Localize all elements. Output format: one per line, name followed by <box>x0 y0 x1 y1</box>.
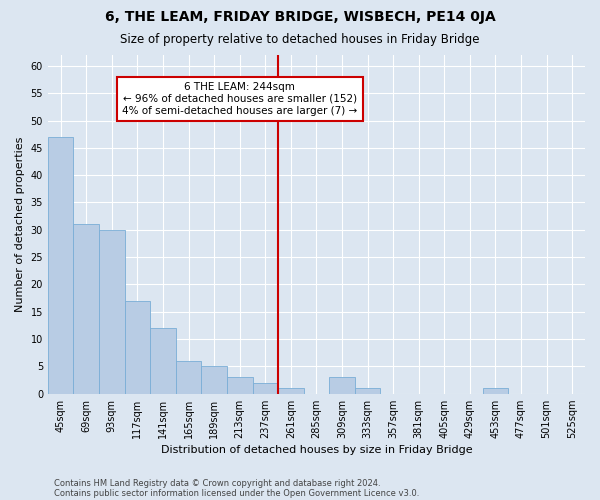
Text: Contains public sector information licensed under the Open Government Licence v3: Contains public sector information licen… <box>54 488 419 498</box>
Bar <box>73 224 99 394</box>
Bar <box>227 378 253 394</box>
Text: 6 THE LEAM: 244sqm
← 96% of detached houses are smaller (152)
4% of semi-detache: 6 THE LEAM: 244sqm ← 96% of detached hou… <box>122 82 358 116</box>
Text: Contains HM Land Registry data © Crown copyright and database right 2024.: Contains HM Land Registry data © Crown c… <box>54 478 380 488</box>
Bar <box>329 378 355 394</box>
Bar <box>125 301 150 394</box>
Y-axis label: Number of detached properties: Number of detached properties <box>15 136 25 312</box>
X-axis label: Distribution of detached houses by size in Friday Bridge: Distribution of detached houses by size … <box>161 445 472 455</box>
Bar <box>253 383 278 394</box>
Text: 6, THE LEAM, FRIDAY BRIDGE, WISBECH, PE14 0JA: 6, THE LEAM, FRIDAY BRIDGE, WISBECH, PE1… <box>104 10 496 24</box>
Bar <box>278 388 304 394</box>
Bar <box>150 328 176 394</box>
Bar <box>48 137 73 394</box>
Text: Size of property relative to detached houses in Friday Bridge: Size of property relative to detached ho… <box>120 32 480 46</box>
Bar <box>176 361 202 394</box>
Bar <box>482 388 508 394</box>
Bar <box>202 366 227 394</box>
Bar <box>99 230 125 394</box>
Bar <box>355 388 380 394</box>
